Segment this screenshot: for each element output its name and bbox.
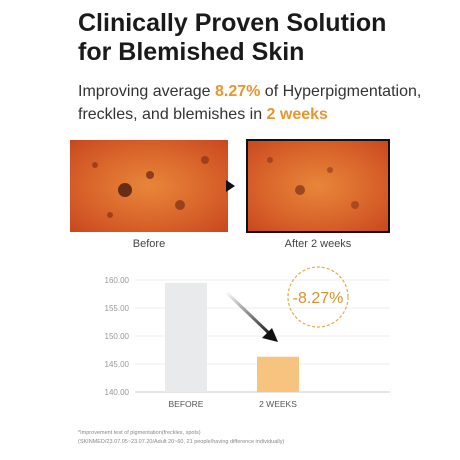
caption: After 2 weeks (285, 238, 352, 250)
footnote: *Improvement test of pigmentation(freckl… (78, 430, 201, 436)
y-tick-label: 145.00 (105, 360, 130, 369)
subtitle-highlight: 2 weeks (267, 106, 328, 123)
chart: 140.00 145.00 150.00 155.00 160.00 BEFORE 2 WE… (105, 276, 390, 409)
title-line: for Blemished Skin (78, 38, 304, 66)
subtitle-text: freckles, and blemishes in (78, 106, 267, 123)
subtitle-highlight: 8.27% (215, 83, 260, 100)
y-tick-label: 160.00 (105, 276, 130, 285)
annotation: -8.27% (293, 290, 344, 307)
subtitle: Improving average 8.27% of Hyperpigmenta… (78, 83, 421, 100)
bar (165, 282, 207, 392)
after-image (246, 139, 390, 233)
footnote: (SKINMED/23.07.05~23.07.20/Adult 20~60, … (78, 439, 284, 445)
subtitle-text: Improving average (78, 83, 215, 100)
title-line: Clinically Proven Solution (78, 9, 386, 37)
arrow (226, 180, 235, 192)
before-image (70, 140, 228, 232)
subtitle: freckles, and blemishes in 2 weeks (78, 106, 328, 123)
bar (257, 356, 299, 392)
trend-arrow-head (262, 328, 278, 342)
subtitle-text: of Hyperpigmentation, (260, 83, 421, 100)
x-tick-label: BEFORE (169, 399, 204, 409)
y-tick-label: 155.00 (105, 304, 130, 313)
trend-arrow (224, 290, 274, 338)
annotation-circle (287, 266, 349, 328)
caption: Before (133, 238, 165, 250)
x-tick-label: 2 WEEKS (259, 399, 297, 409)
y-tick-label: 140.00 (105, 388, 130, 397)
y-tick-label: 150.00 (105, 332, 130, 341)
